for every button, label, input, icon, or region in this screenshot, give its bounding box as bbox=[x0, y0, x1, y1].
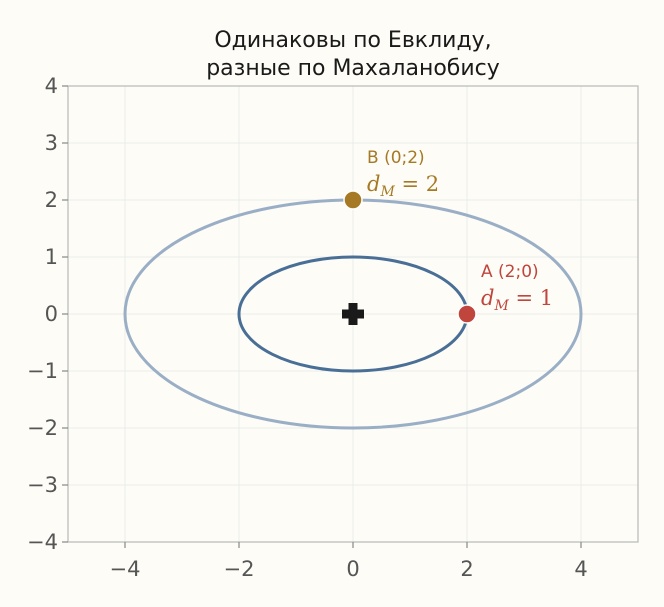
y-tick-label: 1 bbox=[45, 245, 58, 269]
chart-title-line: разные по Махаланобису bbox=[206, 56, 500, 81]
math-var: d bbox=[367, 172, 380, 196]
center-plus-marker bbox=[342, 303, 364, 325]
math-subscript: M bbox=[379, 184, 395, 200]
x-axis: −4 −2 0 2 4 bbox=[110, 542, 588, 581]
y-tick-label: −3 bbox=[27, 473, 58, 497]
y-tick-label: −4 bbox=[27, 530, 58, 554]
y-tick-label: 0 bbox=[45, 302, 58, 326]
annotations: A (2;0)dM = 1B (0;2)dM = 2 bbox=[367, 148, 553, 314]
x-tick-label: 2 bbox=[460, 557, 473, 581]
chart-title: Одинаковы по Евклиду, разные по Махаланоб… bbox=[206, 28, 500, 81]
math-var: d bbox=[481, 286, 494, 310]
chart-title-line: Одинаковы по Евклиду, bbox=[214, 28, 491, 53]
y-tick-label: −2 bbox=[27, 416, 58, 440]
point-a-label: A (2;0) bbox=[481, 262, 539, 282]
x-tick-label: −2 bbox=[224, 557, 255, 581]
x-tick-label: 4 bbox=[574, 557, 587, 581]
point-a bbox=[457, 304, 477, 324]
y-tick-label: 2 bbox=[45, 188, 58, 212]
y-tick-label: −1 bbox=[27, 359, 58, 383]
markers bbox=[342, 190, 477, 325]
y-axis: −4 −3 −2 −1 0 1 2 3 4 bbox=[27, 74, 68, 554]
y-tick-label: 3 bbox=[45, 131, 58, 155]
math-value: = 2 bbox=[395, 172, 439, 196]
math-value: = 1 bbox=[509, 286, 553, 310]
y-tick-label: 4 bbox=[45, 74, 58, 98]
math-subscript: M bbox=[493, 298, 509, 314]
x-tick-label: 0 bbox=[346, 557, 359, 581]
point-b-label: B (0;2) bbox=[367, 148, 425, 168]
point-a-distance: dM = 1 bbox=[481, 286, 553, 314]
point-b bbox=[343, 190, 363, 210]
point-b-distance: dM = 2 bbox=[367, 172, 439, 200]
x-tick-label: −4 bbox=[110, 557, 141, 581]
